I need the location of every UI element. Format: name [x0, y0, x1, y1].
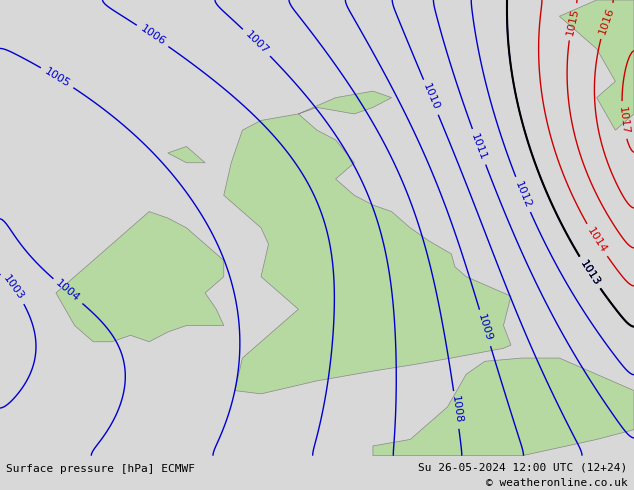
Text: 1016: 1016: [597, 6, 616, 36]
Text: © weatheronline.co.uk: © weatheronline.co.uk: [486, 478, 628, 488]
Text: 1008: 1008: [450, 395, 463, 424]
Text: 1007: 1007: [243, 29, 270, 56]
Text: Surface pressure [hPa] ECMWF: Surface pressure [hPa] ECMWF: [6, 465, 195, 474]
Polygon shape: [224, 91, 511, 394]
Polygon shape: [559, 0, 634, 130]
Polygon shape: [168, 147, 205, 163]
Text: 1014: 1014: [585, 226, 609, 255]
Text: 1005: 1005: [42, 66, 72, 89]
Text: 1013: 1013: [578, 258, 602, 287]
Polygon shape: [373, 358, 634, 456]
Text: 1009: 1009: [476, 313, 494, 343]
Text: 1010: 1010: [421, 82, 441, 112]
Text: 1006: 1006: [138, 24, 167, 48]
Text: 1011: 1011: [469, 132, 489, 162]
Text: 1012: 1012: [513, 179, 533, 209]
Text: 1003: 1003: [2, 273, 26, 302]
Text: 1013: 1013: [578, 258, 602, 287]
Text: 1015: 1015: [565, 7, 580, 36]
Text: 1017: 1017: [616, 105, 630, 135]
Polygon shape: [56, 212, 224, 342]
Text: Su 26-05-2024 12:00 UTC (12+24): Su 26-05-2024 12:00 UTC (12+24): [418, 463, 628, 473]
Text: 1004: 1004: [54, 278, 82, 304]
